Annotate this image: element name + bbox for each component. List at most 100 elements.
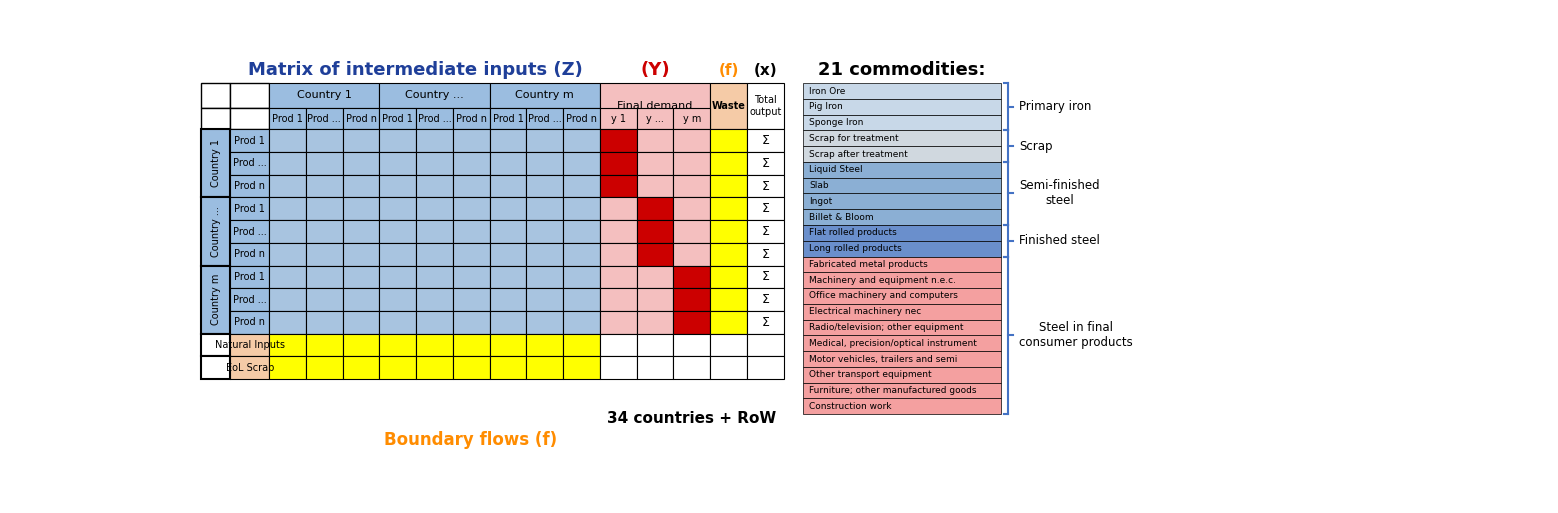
Bar xyxy=(673,129,710,152)
Bar xyxy=(562,357,600,379)
Text: Motor vehicles, trailers and semi: Motor vehicles, trailers and semi xyxy=(809,354,958,364)
Text: Fabricated metal products: Fabricated metal products xyxy=(809,260,929,269)
Text: Country 1: Country 1 xyxy=(298,90,352,101)
Bar xyxy=(673,220,710,243)
Bar xyxy=(270,334,305,357)
Text: Slab: Slab xyxy=(809,181,829,190)
Bar xyxy=(562,288,600,311)
Bar xyxy=(270,198,305,220)
Bar xyxy=(380,83,489,108)
Bar xyxy=(802,99,1000,114)
Bar xyxy=(270,243,305,266)
Bar xyxy=(380,198,416,220)
Text: Country ...: Country ... xyxy=(405,90,464,101)
Bar xyxy=(562,129,600,152)
Text: Office machinery and computers: Office machinery and computers xyxy=(809,291,958,301)
Bar xyxy=(562,108,600,129)
Bar xyxy=(527,311,562,334)
Bar xyxy=(802,241,1000,256)
Bar xyxy=(453,334,489,357)
Bar xyxy=(746,357,784,379)
Bar xyxy=(380,311,416,334)
Bar xyxy=(305,288,343,311)
Bar xyxy=(201,198,231,266)
Bar xyxy=(600,129,637,152)
Bar xyxy=(416,243,453,266)
Bar xyxy=(489,83,600,108)
Bar xyxy=(453,357,489,379)
Text: Σ: Σ xyxy=(762,248,770,261)
Bar xyxy=(600,83,710,129)
Bar xyxy=(802,288,1000,304)
Bar xyxy=(637,152,673,175)
Bar xyxy=(802,399,1000,414)
Bar xyxy=(489,175,527,198)
Bar xyxy=(673,357,710,379)
Bar xyxy=(305,357,343,379)
Bar xyxy=(562,220,600,243)
Bar xyxy=(527,357,562,379)
Text: Σ: Σ xyxy=(762,293,770,306)
Bar xyxy=(746,198,784,220)
Text: Other transport equipment: Other transport equipment xyxy=(809,370,932,379)
Bar xyxy=(802,83,1000,99)
Bar xyxy=(637,129,673,152)
Bar xyxy=(343,108,380,129)
Bar xyxy=(600,220,637,243)
Bar xyxy=(453,220,489,243)
Bar xyxy=(637,198,673,220)
Bar xyxy=(231,334,270,357)
Bar xyxy=(802,114,1000,130)
Bar xyxy=(305,129,343,152)
Text: Natural Inputs: Natural Inputs xyxy=(215,340,285,350)
Bar xyxy=(710,288,746,311)
Text: Medical, precision/optical instrument: Medical, precision/optical instrument xyxy=(809,339,977,348)
Bar xyxy=(637,334,673,357)
Bar xyxy=(416,288,453,311)
Bar xyxy=(380,152,416,175)
Text: Prod 1: Prod 1 xyxy=(234,272,265,282)
Bar xyxy=(673,334,710,357)
Bar xyxy=(231,357,270,379)
Bar xyxy=(802,320,1000,336)
Bar xyxy=(305,220,343,243)
Bar xyxy=(562,311,600,334)
Bar xyxy=(802,272,1000,288)
Text: Semi-finished
steel: Semi-finished steel xyxy=(1019,180,1100,207)
Text: Ingot: Ingot xyxy=(809,197,832,206)
Text: Flat rolled products: Flat rolled products xyxy=(809,228,897,238)
Bar xyxy=(802,225,1000,241)
Bar xyxy=(416,266,453,288)
Bar xyxy=(746,83,784,129)
Bar xyxy=(305,175,343,198)
Text: Prod ...: Prod ... xyxy=(528,113,562,124)
Text: Machinery and equipment n.e.c.: Machinery and equipment n.e.c. xyxy=(809,275,957,285)
Bar xyxy=(231,152,270,175)
Bar xyxy=(270,266,305,288)
Bar xyxy=(201,108,231,129)
Bar xyxy=(201,266,231,334)
Bar xyxy=(527,175,562,198)
Bar xyxy=(746,311,784,334)
Bar xyxy=(710,83,746,129)
Bar xyxy=(562,243,600,266)
Bar xyxy=(710,311,746,334)
Bar xyxy=(637,175,673,198)
Text: Final demand: Final demand xyxy=(617,101,693,111)
Bar xyxy=(380,266,416,288)
Bar xyxy=(600,175,637,198)
Text: Construction work: Construction work xyxy=(809,402,891,411)
Bar xyxy=(710,334,746,357)
Text: Prod 1: Prod 1 xyxy=(492,113,523,124)
Bar xyxy=(453,311,489,334)
Bar xyxy=(489,243,527,266)
Bar xyxy=(802,130,1000,146)
Text: Iron Ore: Iron Ore xyxy=(809,87,846,95)
Bar xyxy=(710,129,746,152)
Bar xyxy=(637,288,673,311)
Bar xyxy=(600,357,637,379)
Bar xyxy=(231,175,270,198)
Bar xyxy=(489,266,527,288)
Bar xyxy=(231,220,270,243)
Bar xyxy=(600,108,637,129)
